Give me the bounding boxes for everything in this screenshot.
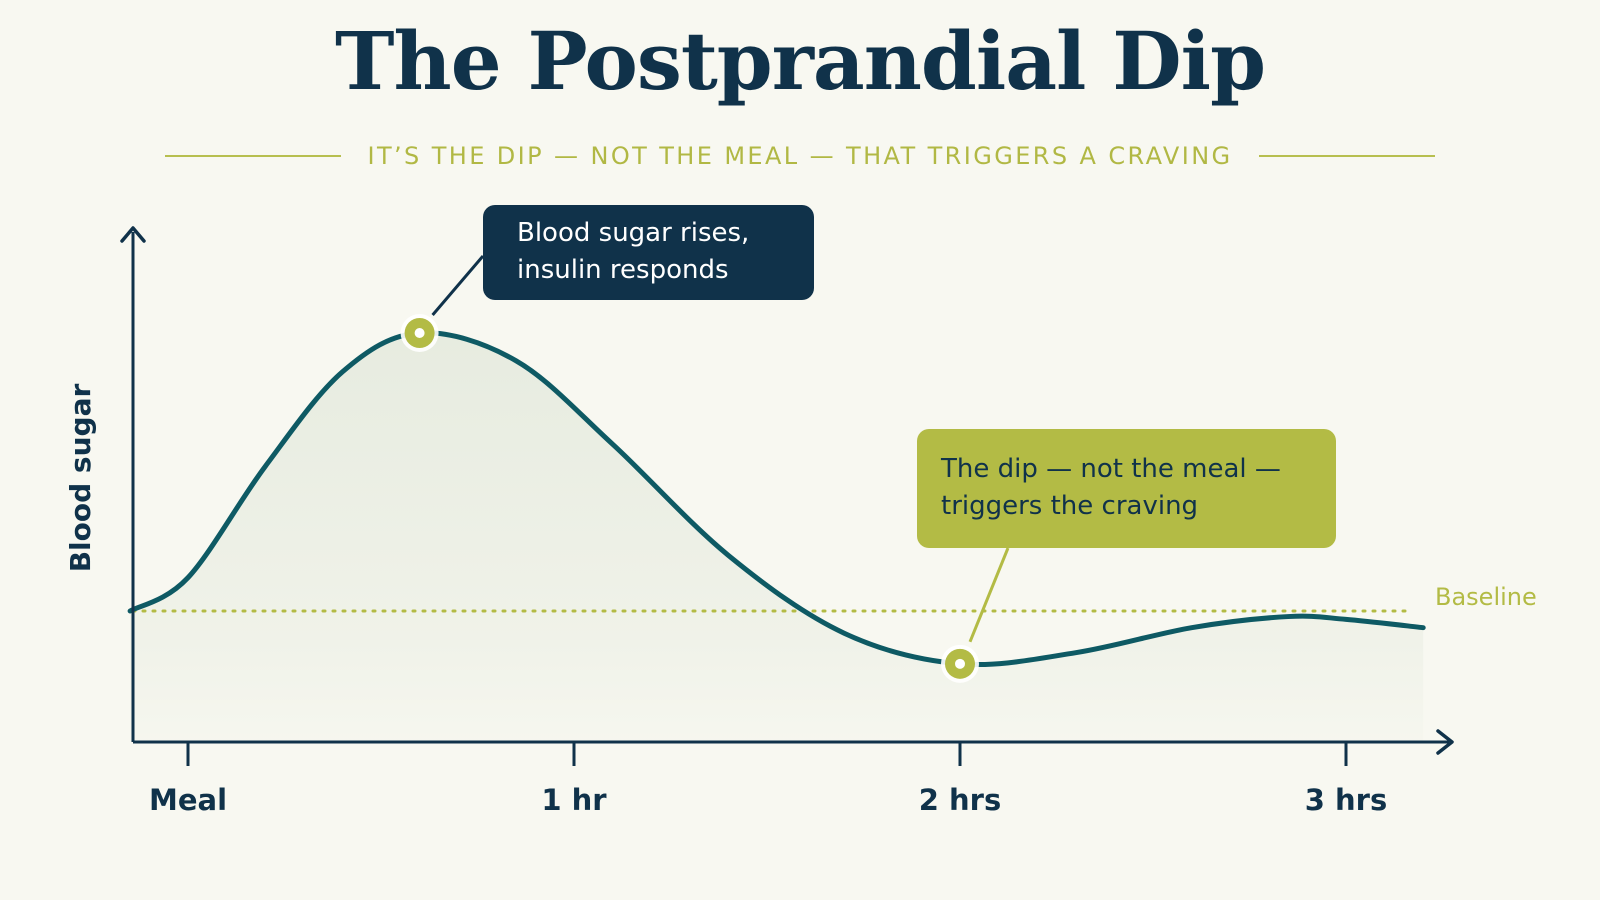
peak-callout-line-2: insulin responds xyxy=(517,255,729,285)
peak-callout: Blood sugar rises, insulin responds xyxy=(483,205,814,300)
dip-callout-line-1: The dip — not the meal — xyxy=(941,454,1281,484)
peak-marker-center xyxy=(414,328,425,338)
y-axis-arrow xyxy=(120,226,146,243)
chart-subtitle: IT’S THE DIP — NOT THE MEAL — THAT TRIGG… xyxy=(367,142,1233,170)
area-fill xyxy=(130,332,1424,742)
dip-callout-line-2: triggers the craving xyxy=(941,491,1199,521)
peak-callout-line-1: Blood sugar rises, xyxy=(517,218,750,248)
baseline-label: Baseline xyxy=(1435,583,1537,611)
dip-callout: The dip — not the meal — triggers the cr… xyxy=(917,429,1336,548)
x-tick-label-3: 3 hrs xyxy=(1305,783,1387,817)
x-tick-label-2: 2 hrs xyxy=(919,783,1001,817)
x-tick-label-0: Meal xyxy=(149,783,227,817)
dip-leader-line xyxy=(968,547,1010,643)
subtitle-right-rule xyxy=(1258,155,1436,157)
blood-sugar-curve xyxy=(127,330,1426,668)
x-axis-arrow xyxy=(1436,729,1454,755)
subtitle-left-rule xyxy=(165,155,342,157)
dip-marker-center xyxy=(955,658,965,669)
peak-leader-line xyxy=(431,255,485,316)
y-axis-label: Blood sugar xyxy=(64,384,97,573)
x-tick-label-1: 1 hr xyxy=(541,783,607,817)
subtitle-row: IT’S THE DIP — NOT THE MEAL — THAT TRIGG… xyxy=(165,138,1436,174)
chart-title: The Postprandial Dip xyxy=(335,14,1266,108)
